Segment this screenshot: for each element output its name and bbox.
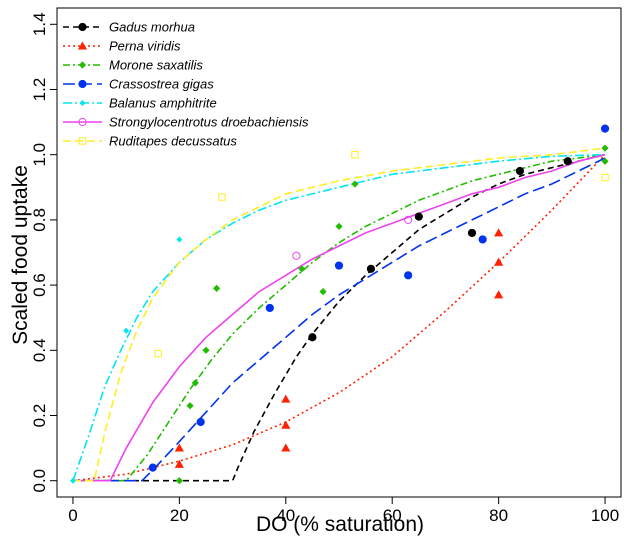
ruditapes-decussatus-point bbox=[351, 151, 359, 159]
x-tick-label: 60 bbox=[383, 506, 402, 525]
gadus-morhua-point bbox=[467, 228, 477, 238]
ruditapes-decussatus-point bbox=[154, 349, 162, 358]
strongylocentrotus-droebachiensis-point bbox=[292, 251, 301, 260]
y-tick-label: 0.8 bbox=[30, 208, 49, 232]
balanus-amphitrite-point bbox=[176, 236, 183, 243]
morone-saxatilis-point bbox=[298, 265, 306, 273]
ruditapes-decussatus-fit-line bbox=[73, 147, 606, 482]
morone-saxatilis-point bbox=[601, 157, 609, 165]
morone-saxatilis-point bbox=[213, 284, 221, 292]
legend-marker-strongylocentrotus-droebachiensis bbox=[78, 117, 87, 127]
strongylocentrotus-droebachiensis-fit-line bbox=[73, 153, 606, 482]
legend-marker-crassostrea-gigas bbox=[78, 79, 87, 89]
gadus-morhua-fit-line bbox=[73, 153, 606, 482]
legend-label-morone-saxatilis: Morone saxatilis bbox=[109, 58, 203, 73]
balanus-amphitrite-fit-line bbox=[72, 153, 606, 481]
fitted-curves bbox=[72, 147, 606, 482]
legend-marker-perna-viridis bbox=[77, 41, 88, 50]
gadus-morhua-point bbox=[308, 333, 317, 342]
balanus-amphitrite-point bbox=[123, 327, 130, 334]
crassostrea-gigas-point bbox=[196, 417, 205, 427]
crassostrea-gigas-fit-line bbox=[73, 157, 606, 482]
gadus-morhua-point bbox=[366, 264, 376, 273]
morone-saxatilis-point bbox=[335, 222, 343, 231]
legend-marker-gadus-morhua bbox=[78, 22, 87, 32]
balanus-amphitrite-point bbox=[69, 477, 76, 484]
ruditapes-decussatus-point bbox=[601, 173, 609, 182]
y-tick-label: 0.2 bbox=[30, 404, 49, 428]
legend-label-balanus-amphitrite: Balanus amphitrite bbox=[109, 96, 217, 111]
x-tick-label: 40 bbox=[276, 506, 295, 525]
perna-viridis-point bbox=[494, 257, 504, 266]
x-axis-title: DO (% saturation) bbox=[256, 513, 424, 536]
data-points bbox=[69, 124, 610, 485]
morone-saxatilis-point bbox=[175, 477, 183, 485]
y-tick-label: 0.0 bbox=[30, 469, 49, 493]
perna-viridis-point bbox=[281, 394, 291, 403]
legend: Gadus morhua Perna viridis Morone saxatili… bbox=[63, 20, 309, 149]
crassostrea-gigas-point bbox=[334, 261, 344, 270]
legend-label-perna-viridis: Perna viridis bbox=[109, 39, 181, 54]
crassostrea-gigas-point bbox=[404, 271, 413, 280]
perna-viridis-point bbox=[174, 459, 184, 468]
legend-label-gadus-morhua: Gadus morhua bbox=[109, 20, 195, 35]
x-axis: 0 20 40 60 80 100 bbox=[68, 497, 619, 525]
perna-viridis-fit-line bbox=[72, 154, 606, 482]
perna-viridis-point bbox=[281, 443, 291, 452]
morone-saxatilis-point bbox=[351, 180, 359, 188]
legend-label-crassostrea-gigas: Crassostrea gigas bbox=[109, 77, 214, 92]
morone-saxatilis-point bbox=[186, 402, 194, 410]
y-tick-label: 0.6 bbox=[30, 273, 49, 297]
perna-viridis-point bbox=[281, 420, 291, 429]
legend-marker-morone-saxatilis bbox=[78, 61, 87, 69]
legend-marker-balanus-amphitrite bbox=[79, 100, 86, 106]
morone-saxatilis-point bbox=[601, 144, 609, 152]
x-tick-label: 20 bbox=[170, 506, 189, 525]
strongylocentrotus-droebachiensis-point bbox=[404, 215, 413, 224]
crassostrea-gigas-point bbox=[600, 124, 610, 133]
ruditapes-decussatus-point bbox=[218, 193, 226, 201]
y-tick-label: 0.4 bbox=[30, 338, 49, 362]
y-tick-label: 1.0 bbox=[30, 143, 49, 167]
gadus-morhua-point bbox=[563, 157, 572, 166]
morone-saxatilis-point bbox=[319, 288, 327, 296]
legend-marker-ruditapes-decussatus bbox=[78, 137, 87, 145]
y-tick-label: 1.2 bbox=[30, 78, 49, 102]
y-axis-title: Scaled food uptake bbox=[9, 165, 32, 345]
crassostrea-gigas-point bbox=[265, 303, 274, 313]
morone-saxatilis-point bbox=[191, 379, 199, 387]
perna-viridis-point bbox=[174, 443, 184, 452]
perna-viridis-point bbox=[494, 228, 504, 237]
crassostrea-gigas-point bbox=[148, 463, 157, 472]
morone-saxatilis-fit-line bbox=[73, 153, 606, 482]
x-tick-label: 0 bbox=[68, 506, 77, 525]
legend-label-ruditapes-decussatus: Ruditapes decussatus bbox=[109, 134, 237, 149]
gadus-morhua-point bbox=[515, 166, 525, 176]
x-tick-label: 80 bbox=[489, 506, 508, 525]
legend-label-strongylocentrotus-droebachiensis: Strongylocentrotus droebachiensis bbox=[109, 115, 309, 130]
gadus-morhua-point bbox=[414, 212, 423, 221]
plot-frame bbox=[56, 7, 622, 498]
x-tick-label: 100 bbox=[591, 506, 619, 525]
morone-saxatilis-point bbox=[202, 346, 210, 354]
perna-viridis-point bbox=[494, 290, 504, 299]
crassostrea-gigas-point bbox=[478, 235, 487, 244]
y-tick-label: 1.4 bbox=[30, 12, 49, 36]
y-axis: 0.0 0.2 0.4 0.6 0.8 1.0 1.2 1.4 bbox=[30, 12, 57, 493]
